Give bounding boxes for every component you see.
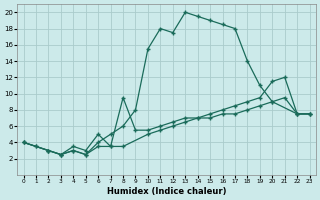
X-axis label: Humidex (Indice chaleur): Humidex (Indice chaleur) bbox=[107, 187, 226, 196]
